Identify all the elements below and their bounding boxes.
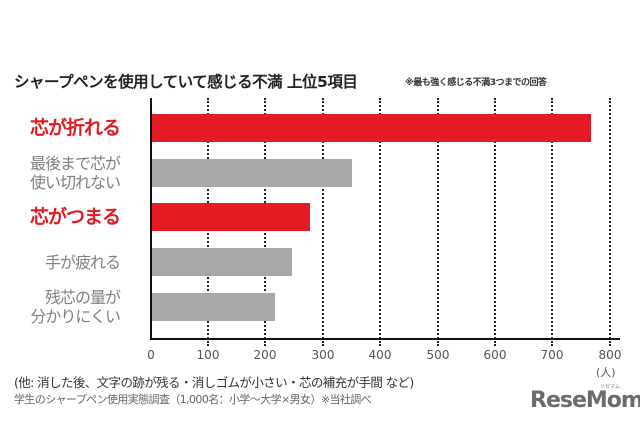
chart-title: シャープペンを使用していて感じる不満 上位5項目 — [14, 73, 358, 91]
chart-note: ※最も強く感じる不満3つまでの回答 — [405, 78, 547, 88]
x-tick: 400 — [368, 348, 392, 362]
bar-zanshin-wakarinikui — [152, 293, 275, 321]
x-tick: 700 — [540, 348, 564, 362]
x-tick: 300 — [311, 348, 335, 362]
gridline — [609, 98, 611, 346]
bar-te-ga-tsukareru — [152, 248, 292, 276]
gridline — [494, 98, 496, 346]
category-label: 芯が折れる — [29, 117, 121, 139]
x-tick: 600 — [483, 348, 507, 362]
resemom-logo: ReseMom — [530, 388, 640, 413]
x-tick: 500 — [426, 348, 450, 362]
category-label: 最後まで芯が 使い切れない — [29, 154, 121, 192]
bar-shin-ga-tsumaru — [152, 203, 310, 231]
resemom-logo-ruby: リセマム — [600, 384, 621, 390]
gridline — [379, 98, 381, 346]
category-label: 手が疲れる — [44, 253, 121, 272]
category-label: 残芯の量が 分かりにくい — [30, 288, 121, 326]
plot-area: 芯が折れる 最後まで芯が 使い切れない 芯がつまる 手が疲れる 残芯の量が 分かりに… — [30, 98, 620, 346]
source-note: 学生のシャープペン使用実態調査（1,000名：小学〜大学×男女）※当社調べ — [14, 393, 372, 406]
x-tick: 800 — [598, 348, 622, 362]
y-axis — [150, 98, 152, 340]
x-axis — [150, 338, 620, 340]
gridline — [437, 98, 439, 346]
x-tick: 100 — [196, 348, 220, 362]
x-axis-unit: (人) — [596, 366, 616, 379]
x-tick: 200 — [253, 348, 277, 362]
gridline — [322, 98, 324, 346]
bar-shin-ga-oreru — [152, 114, 591, 142]
gridline — [551, 98, 553, 346]
x-tick: 0 — [147, 348, 155, 362]
category-label: 芯がつまる — [29, 206, 121, 228]
bar-tsukaikirenai — [152, 159, 352, 187]
other-complaints-note: (他: 消した後、文字の跡が残る・消しゴムが小さい・芯の補充が手間 など) — [14, 375, 414, 390]
